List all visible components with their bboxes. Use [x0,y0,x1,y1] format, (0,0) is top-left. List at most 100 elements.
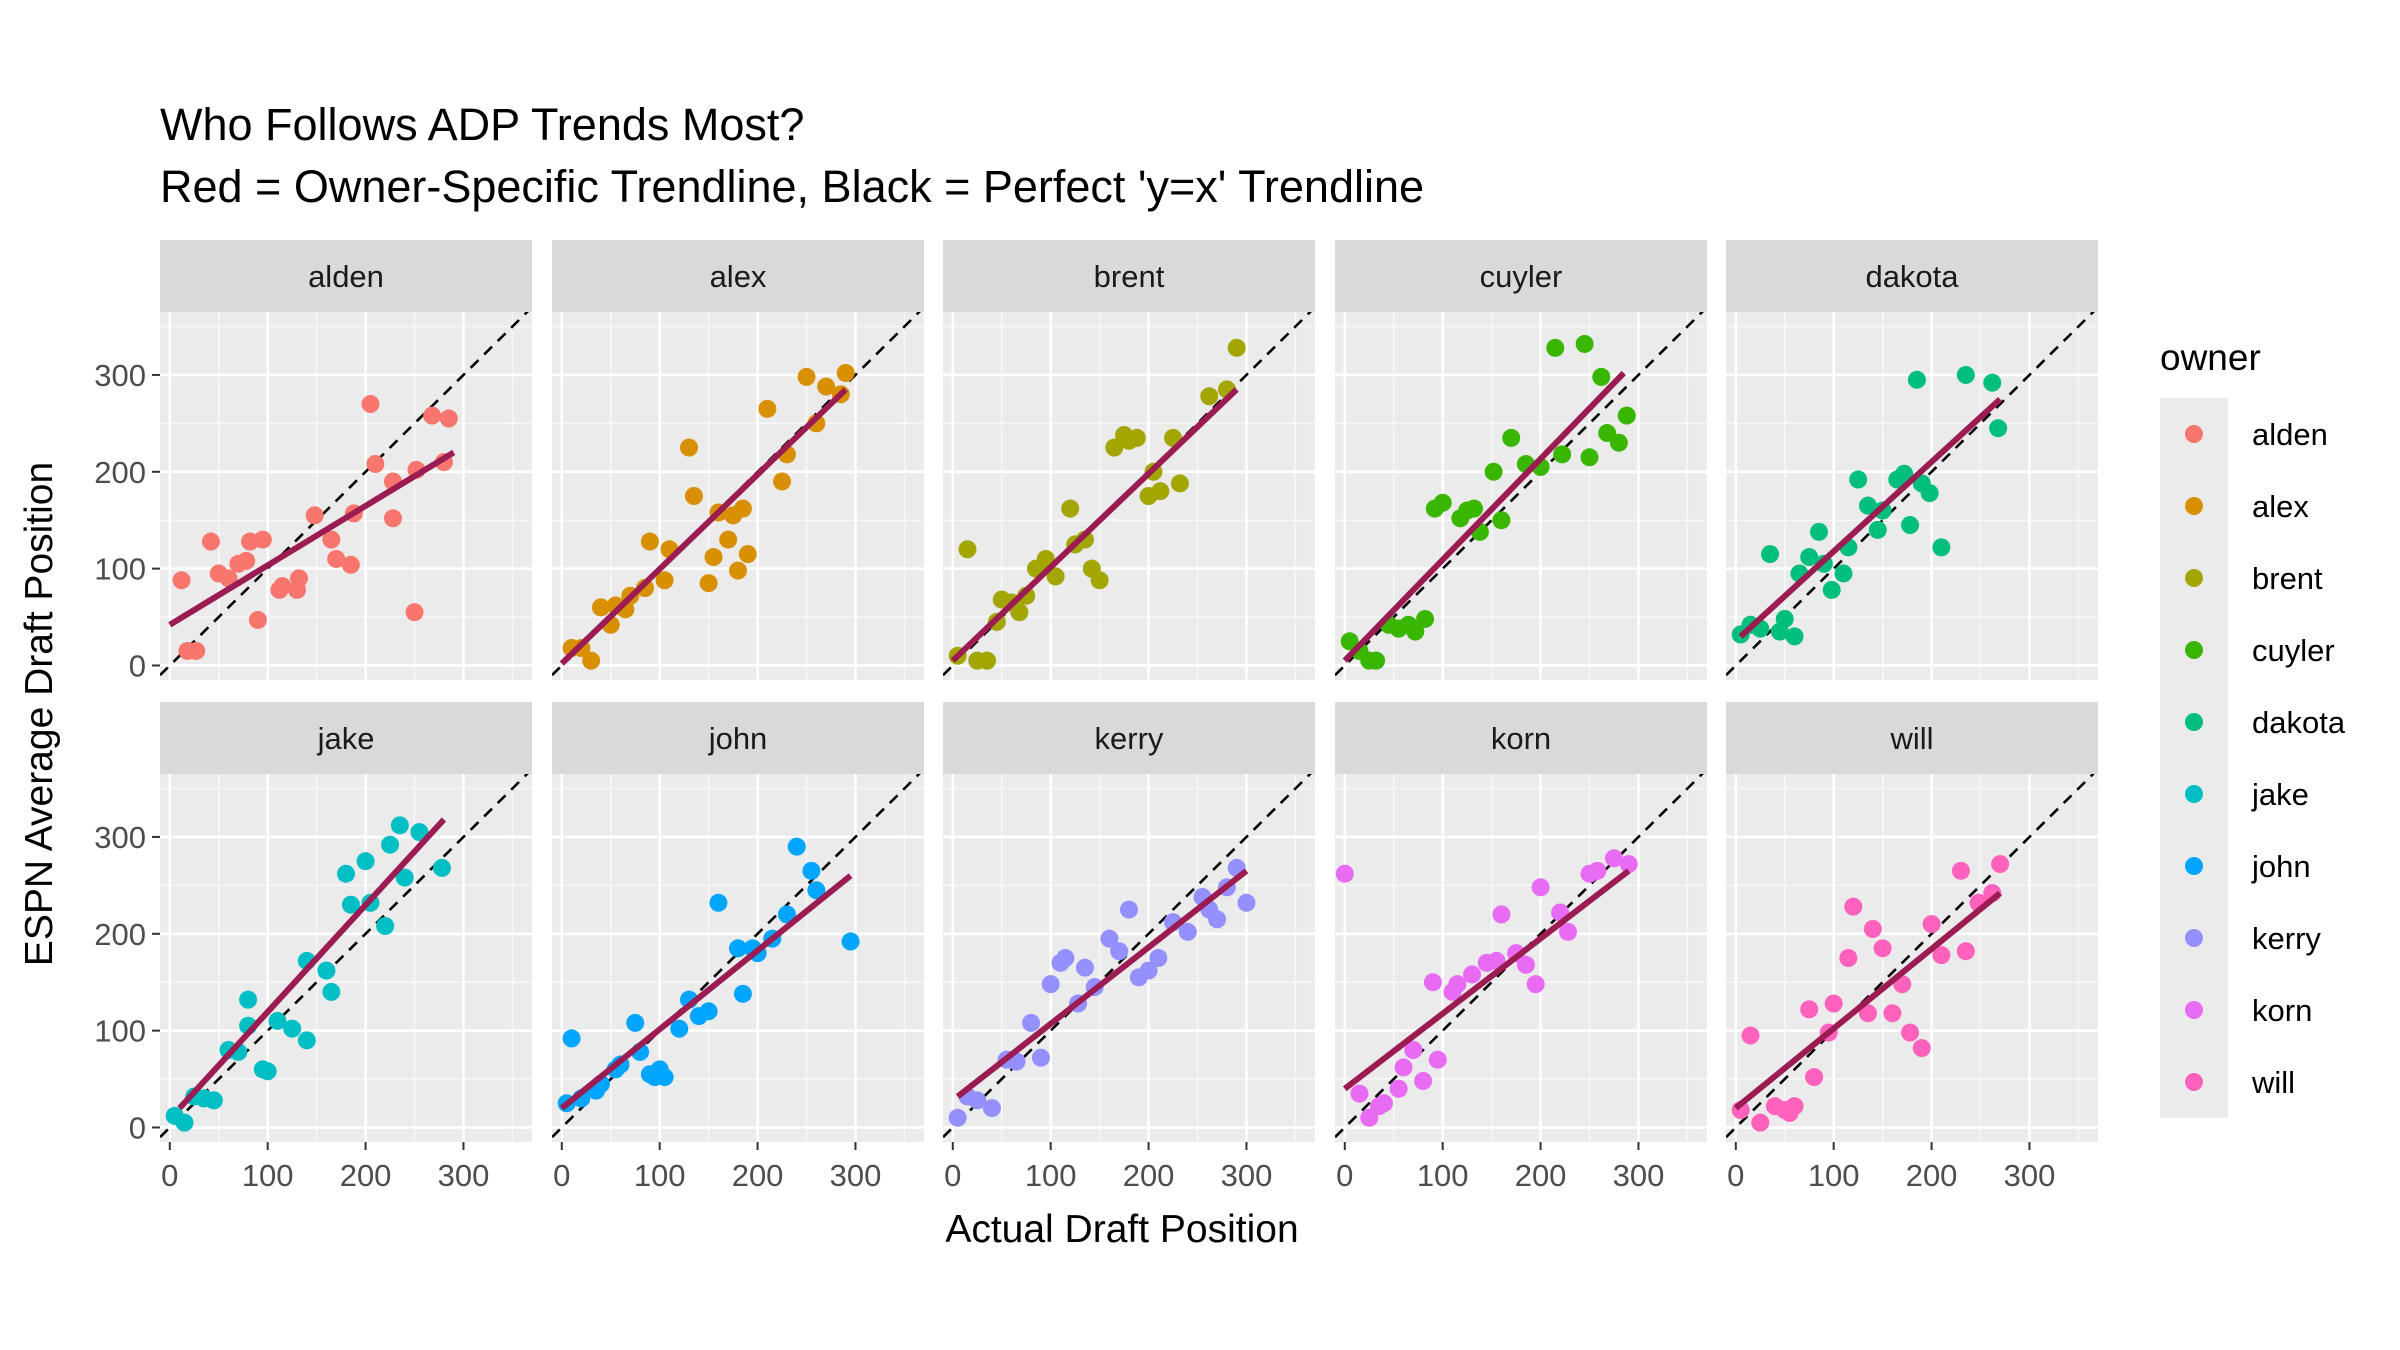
data-point-kerry [1178,922,1197,941]
data-point-kerry [1022,1013,1041,1032]
data-point-alex [655,571,674,590]
data-point-john [733,984,752,1003]
data-point-korn [1463,965,1482,984]
legend-label: will [2251,1065,2295,1100]
trendline-brent [950,387,1239,663]
data-point-alex [773,472,792,491]
facet-panel-alex: alex [552,240,924,680]
legend-item-kerry: kerry [2185,921,2321,956]
data-point-alden [187,641,206,660]
x-tick-label: 0 [553,1158,570,1193]
data-point-cuyler [1367,651,1386,670]
facet-label-jake: jake [317,721,375,756]
trendline-alex [559,387,848,666]
y-tick-label: 200 [94,917,146,952]
data-point-alden [290,569,309,588]
data-point-jake [356,852,375,871]
data-point-will [1800,1000,1819,1019]
data-point-alden [366,455,385,474]
data-point-jake [432,858,451,877]
data-point-cuyler [1609,433,1628,452]
data-point-john [787,837,806,856]
data-point-will [1844,897,1863,916]
x-tick-label: 200 [732,1158,784,1193]
facet-label-dakota: dakota [1865,259,1959,294]
data-point-korn [1404,1041,1423,1059]
data-point-jake [283,1019,302,1038]
data-point-alden [423,406,442,425]
data-point-cuyler [1416,609,1435,628]
panel-background [160,774,532,1142]
data-point-john [699,1002,718,1021]
data-point-kerry [1237,893,1256,912]
data-point-jake [341,895,360,914]
facet-panel-cuyler: cuyler [1335,240,1707,680]
data-point-john [729,939,747,958]
x-tick-label: 0 [1727,1158,1744,1193]
data-point-jake [337,864,355,883]
data-point-dakota [1858,496,1877,515]
data-point-jake [322,982,341,1001]
data-point-alden [322,530,341,549]
legend-key-dot [2185,785,2203,803]
data-point-will [1741,1026,1760,1045]
data-point-cuyler [1433,493,1452,512]
x-tick-label: 200 [1123,1158,1175,1193]
data-point-alex [758,399,777,418]
data-point-korn [1335,864,1354,883]
legend-key-dot [2185,713,2203,731]
data-point-kerry [1149,949,1168,967]
data-point-brent [1170,474,1189,493]
x-tick-label: 200 [340,1158,392,1193]
legend-item-will: will [2185,1065,2295,1100]
facet-strip-john [552,702,924,774]
data-point-dakota [1920,484,1939,503]
facet-label-korn: korn [1491,721,1551,756]
legend-label: dakota [2252,705,2346,740]
data-point-korn [1448,975,1467,994]
data-point-cuyler [1580,448,1599,467]
data-point-john [626,1013,645,1032]
facet-strip-kerry [943,702,1315,774]
data-point-jake [390,816,409,835]
data-point-korn [1423,973,1442,992]
x-tick-label: 100 [634,1158,686,1193]
data-point-jake [297,1031,316,1050]
data-point-alden [219,569,238,588]
data-point-dakota [1834,564,1853,583]
facet-panel-brent: brent [943,240,1315,680]
data-point-dakota [1932,538,1951,557]
data-point-brent [978,651,997,670]
data-point-cuyler [1546,338,1565,357]
y-tick-label: 0 [129,648,146,683]
data-point-john [807,881,826,900]
data-point-kerry [1075,958,1094,977]
legend-label: kerry [2252,921,2321,956]
data-point-brent [958,540,977,559]
data-point-korn [1492,905,1511,924]
data-point-korn [1374,1094,1393,1113]
data-point-dakota [1810,522,1828,541]
data-point-alex [797,367,816,386]
data-point-alden [273,577,292,596]
facet-panel-john: john 0 100 200 300 [552,702,924,1193]
legend-item-cuyler: cuyler [2185,633,2335,668]
data-point-jake [175,1113,194,1132]
legend-key-dot [2185,497,2203,515]
legend-key-dot [2185,641,2203,659]
data-point-dakota [1800,548,1819,567]
legend-title: owner [2160,337,2261,378]
legend-item-alden: alden [2185,417,2328,452]
data-point-john [777,905,796,924]
data-point-cuyler [1465,499,1484,518]
panel-background [552,774,924,1142]
y-tick-label: 200 [94,455,146,490]
data-point-will [1912,1039,1931,1058]
data-point-alden [439,409,458,428]
y-tick-label: 100 [94,1014,146,1049]
legend-label: cuyler [2252,633,2335,668]
data-point-alden [327,549,346,568]
x-tick-label: 300 [2004,1158,2056,1193]
data-point-korn [1526,975,1545,994]
data-point-jake [258,1062,277,1081]
